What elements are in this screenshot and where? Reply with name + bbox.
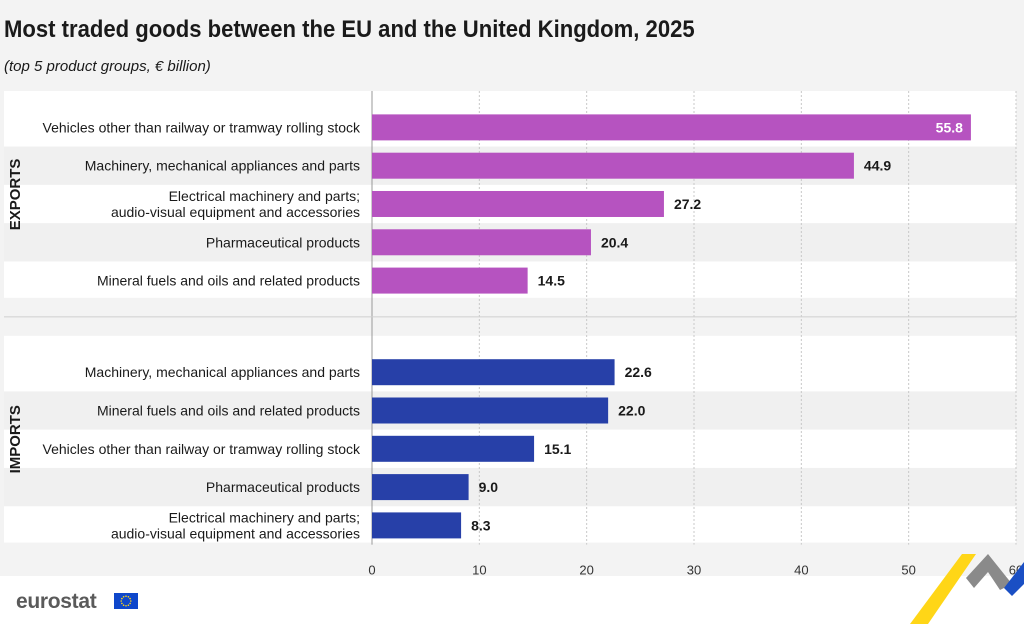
category-label: Pharmaceutical products (206, 479, 360, 495)
x-tick-label: 50 (901, 563, 915, 576)
category-label: Electrical machinery and parts; (169, 509, 360, 525)
x-tick-label: 10 (472, 563, 486, 576)
category-label: audio-visual equipment and accessories (111, 204, 360, 220)
category-label: Mineral fuels and oils and related produ… (97, 273, 360, 289)
bar-value-label: 8.3 (471, 517, 491, 533)
bar-imports (372, 359, 615, 386)
bar-exports (372, 229, 591, 256)
bar-value-label: 9.0 (479, 479, 499, 495)
bar-exports (372, 114, 971, 141)
x-tick-label: 0 (368, 563, 375, 576)
row-stripe (4, 467, 1016, 507)
category-label: audio-visual equipment and accessories (111, 525, 360, 541)
category-label: Vehicles other than railway or tramway r… (43, 119, 361, 135)
bar-imports (372, 397, 609, 424)
bar-value-label: 27.2 (674, 196, 701, 212)
footer (0, 576, 1024, 624)
bar-value-label: 15.1 (544, 441, 571, 457)
chart-title: Most traded goods between the EU and the… (4, 16, 695, 43)
bar-value-label: 14.5 (538, 273, 565, 289)
group-label-exports: EXPORTS (7, 159, 24, 231)
eurostat-logo: eurostat (16, 590, 97, 613)
bar-exports (372, 152, 854, 179)
bar-exports (372, 267, 528, 294)
group-label-imports: IMPORTS (7, 405, 24, 473)
category-label: Mineral fuels and oils and related produ… (97, 403, 360, 419)
bar-value-label: 55.8 (936, 119, 963, 135)
category-label: Pharmaceutical products (206, 234, 360, 250)
category-label: Vehicles other than railway or tramway r… (43, 441, 361, 457)
chart-subtitle: (top 5 product groups, € billion) (4, 58, 211, 75)
bar-imports (372, 435, 535, 462)
x-tick-label: 30 (687, 563, 701, 576)
bar-exports (372, 190, 664, 217)
corner-decoration (910, 554, 1024, 624)
bar-value-label: 20.4 (601, 234, 628, 250)
x-tick-label: 40 (794, 563, 808, 576)
bar-imports (372, 474, 469, 501)
category-label: Machinery, mechanical appliances and par… (85, 364, 360, 380)
x-tick-label: 20 (579, 563, 593, 576)
eu-flag-icon (114, 593, 138, 609)
bar-value-label: 22.6 (625, 364, 652, 380)
bar-value-label: 22.0 (618, 403, 645, 419)
bar-value-label: 44.9 (864, 158, 891, 174)
category-label: Machinery, mechanical appliances and par… (85, 158, 360, 174)
bar-imports (372, 512, 462, 539)
category-label: Electrical machinery and parts; (169, 188, 360, 204)
